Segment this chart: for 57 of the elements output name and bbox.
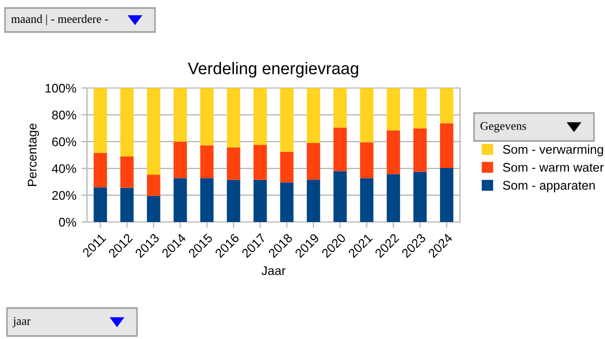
bar	[254, 180, 267, 222]
y-tick-label: 20%	[52, 191, 76, 200]
bar	[200, 88, 214, 146]
y-tick-label: 40%	[52, 164, 76, 174]
bar	[440, 123, 454, 168]
bar	[146, 196, 160, 222]
bar	[360, 178, 374, 222]
bar	[306, 180, 320, 222]
y-tick-label: 80%	[52, 110, 76, 120]
text: jaar	[12, 317, 31, 328]
bar	[413, 128, 427, 172]
bar	[386, 88, 400, 130]
bar	[226, 88, 240, 148]
bar	[200, 145, 214, 178]
bar	[174, 178, 187, 222]
bar	[146, 88, 160, 175]
y-axis-title: Percentage	[28, 124, 40, 186]
bar	[120, 156, 134, 188]
bar	[226, 147, 240, 180]
y-tick-label: 60%	[52, 137, 76, 146]
bar	[254, 144, 267, 180]
bar	[120, 88, 134, 156]
y-tick-label: 100%	[46, 84, 76, 93]
bar	[226, 180, 240, 222]
legend-label: Som - apparaten	[503, 180, 595, 192]
bar	[174, 142, 187, 178]
bar	[386, 174, 400, 222]
bar	[333, 171, 347, 222]
bar	[94, 187, 107, 222]
bar	[440, 168, 454, 222]
bar	[386, 130, 400, 174]
bar	[280, 152, 294, 182]
bar	[440, 88, 454, 124]
bar	[280, 182, 294, 222]
legend-label: Som - verwarming	[503, 144, 604, 156]
bar	[174, 88, 187, 142]
bar	[280, 88, 294, 152]
legend-label: Som - warm water	[503, 162, 604, 172]
bar	[94, 152, 107, 188]
chart-title: Verdeling energievraag	[188, 62, 358, 78]
bar	[306, 88, 320, 143]
bar	[360, 88, 374, 142]
bar	[333, 88, 347, 128]
bar	[306, 142, 320, 180]
bar	[413, 172, 427, 222]
bar	[413, 88, 427, 128]
bar	[94, 88, 107, 153]
bar	[360, 142, 374, 178]
bar	[333, 128, 347, 172]
bar	[120, 188, 134, 222]
y-tick-label: 0%	[59, 218, 76, 227]
bar	[200, 178, 214, 222]
text: Gegevens	[480, 122, 526, 132]
text: maand | - meerdere -	[11, 14, 108, 26]
bar	[254, 88, 267, 145]
bar	[146, 174, 160, 196]
x-axis-title: Jaar	[262, 266, 286, 276]
